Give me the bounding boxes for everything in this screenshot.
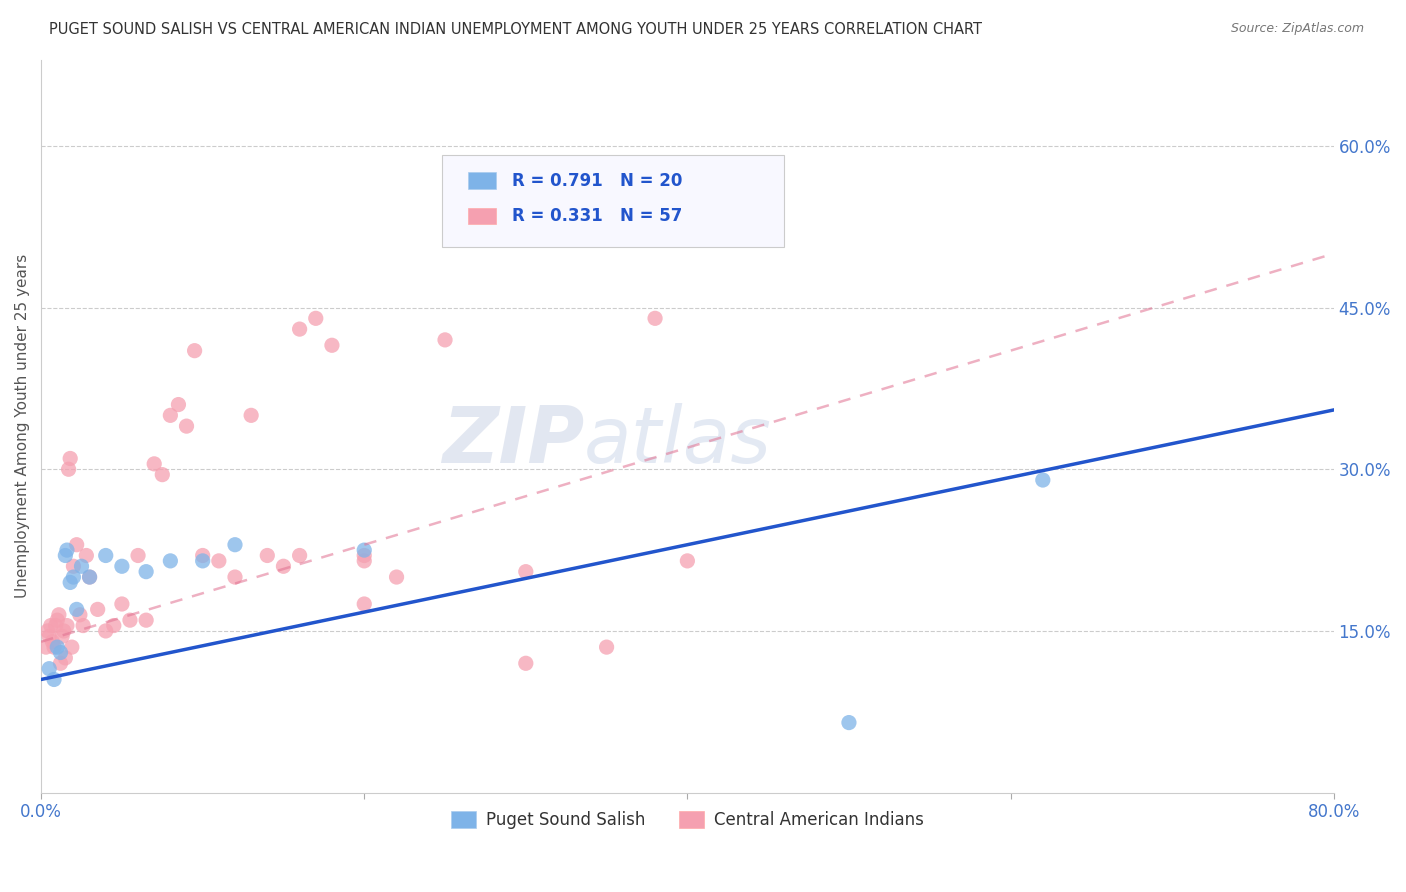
Point: [240, 409, 263, 423]
Point: [167, 398, 190, 412]
Point: [434, 333, 457, 347]
Point: [135, 613, 157, 627]
Point: [159, 554, 181, 568]
Point: [482, 198, 505, 212]
Point: [53, 651, 76, 665]
Point: [305, 311, 328, 326]
FancyBboxPatch shape: [468, 172, 496, 188]
Point: [644, 311, 666, 326]
Point: [118, 613, 141, 627]
Point: [143, 457, 166, 471]
Point: [838, 715, 860, 730]
Point: [94, 549, 117, 563]
Point: [56, 618, 79, 632]
Point: [60, 640, 83, 654]
Text: R = 0.331   N = 57: R = 0.331 N = 57: [512, 207, 682, 225]
Point: [62, 570, 84, 584]
Point: [321, 338, 343, 352]
Point: [46, 640, 69, 654]
FancyBboxPatch shape: [468, 208, 496, 224]
Point: [35, 640, 58, 654]
Point: [353, 554, 375, 568]
Point: [135, 565, 157, 579]
Point: [103, 618, 125, 632]
Point: [69, 607, 91, 622]
Point: [46, 613, 69, 627]
Text: atlas: atlas: [583, 403, 772, 479]
Text: PUGET SOUND SALISH VS CENTRAL AMERICAN INDIAN UNEMPLOYMENT AMONG YOUTH UNDER 25 : PUGET SOUND SALISH VS CENTRAL AMERICAN I…: [49, 22, 983, 37]
Point: [42, 673, 65, 687]
Point: [676, 554, 699, 568]
Point: [191, 549, 214, 563]
Point: [224, 570, 246, 584]
Point: [353, 543, 375, 558]
Point: [39, 618, 62, 632]
Point: [49, 646, 72, 660]
Point: [52, 624, 75, 638]
Point: [127, 549, 149, 563]
Point: [288, 549, 311, 563]
Point: [515, 657, 537, 671]
Point: [224, 538, 246, 552]
Point: [1032, 473, 1054, 487]
Point: [58, 462, 80, 476]
Point: [273, 559, 295, 574]
Point: [208, 554, 231, 568]
Point: [86, 602, 108, 616]
Text: Source: ZipAtlas.com: Source: ZipAtlas.com: [1230, 22, 1364, 36]
Point: [256, 549, 278, 563]
Point: [515, 565, 537, 579]
Point: [94, 624, 117, 638]
Point: [51, 629, 73, 643]
Point: [62, 559, 84, 574]
Point: [38, 662, 60, 676]
Point: [70, 559, 93, 574]
Point: [66, 538, 89, 552]
Point: [385, 570, 408, 584]
Y-axis label: Unemployment Among Youth under 25 years: Unemployment Among Youth under 25 years: [15, 254, 30, 599]
Point: [191, 554, 214, 568]
Point: [79, 570, 101, 584]
Point: [38, 629, 60, 643]
Point: [72, 618, 94, 632]
Point: [353, 549, 375, 563]
FancyBboxPatch shape: [441, 155, 785, 246]
Point: [79, 570, 101, 584]
Point: [111, 597, 134, 611]
Point: [288, 322, 311, 336]
Point: [353, 597, 375, 611]
Point: [59, 451, 82, 466]
Point: [59, 575, 82, 590]
Point: [595, 640, 617, 654]
Point: [53, 549, 76, 563]
Point: [49, 657, 72, 671]
Point: [48, 607, 70, 622]
Point: [56, 543, 79, 558]
Text: ZIP: ZIP: [441, 403, 583, 479]
Point: [150, 467, 173, 482]
Point: [159, 409, 181, 423]
Legend: Puget Sound Salish, Central American Indians: Puget Sound Salish, Central American Ind…: [444, 804, 931, 836]
Point: [45, 618, 67, 632]
Point: [176, 419, 198, 434]
Point: [37, 624, 59, 638]
Point: [66, 602, 89, 616]
Point: [75, 549, 97, 563]
Point: [41, 634, 63, 648]
Point: [183, 343, 205, 358]
Point: [42, 640, 65, 654]
Point: [111, 559, 134, 574]
Text: R = 0.791   N = 20: R = 0.791 N = 20: [512, 171, 682, 190]
